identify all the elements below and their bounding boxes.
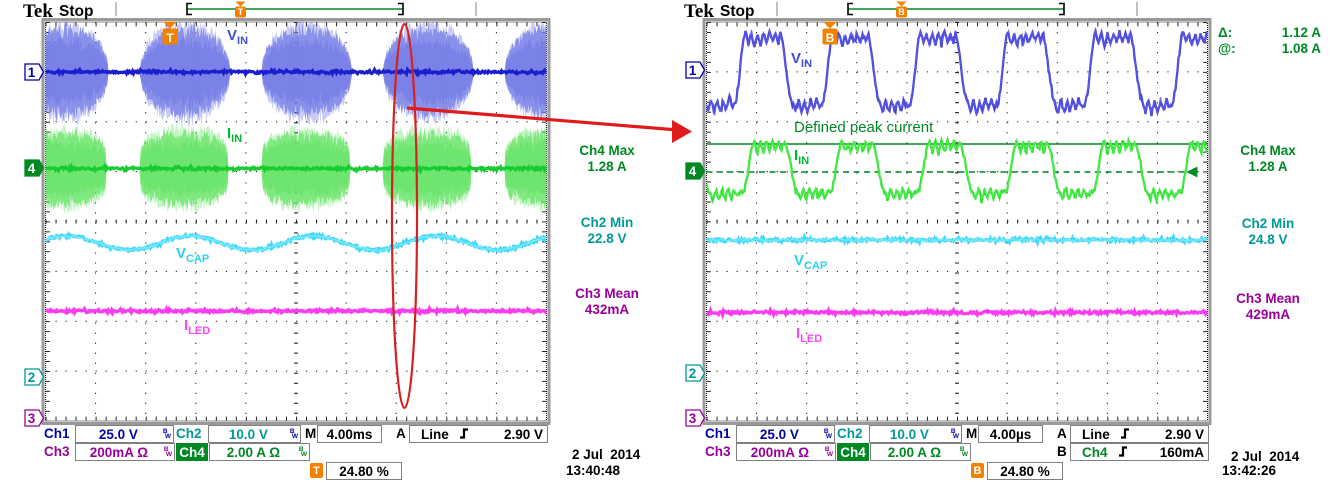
svg-text:B: B: [826, 31, 835, 45]
svg-text:B: B: [898, 7, 905, 17]
svg-text:3: 3: [689, 411, 697, 426]
svg-text:2: 2: [689, 366, 697, 381]
svg-text:3: 3: [28, 411, 36, 426]
svg-text:1: 1: [689, 63, 697, 78]
svg-text:2: 2: [28, 370, 36, 385]
svg-text:T: T: [166, 31, 174, 45]
svg-text:4: 4: [28, 161, 36, 176]
svg-text:1: 1: [28, 65, 36, 80]
svg-text:T: T: [238, 7, 244, 17]
svg-text:4: 4: [689, 164, 697, 179]
